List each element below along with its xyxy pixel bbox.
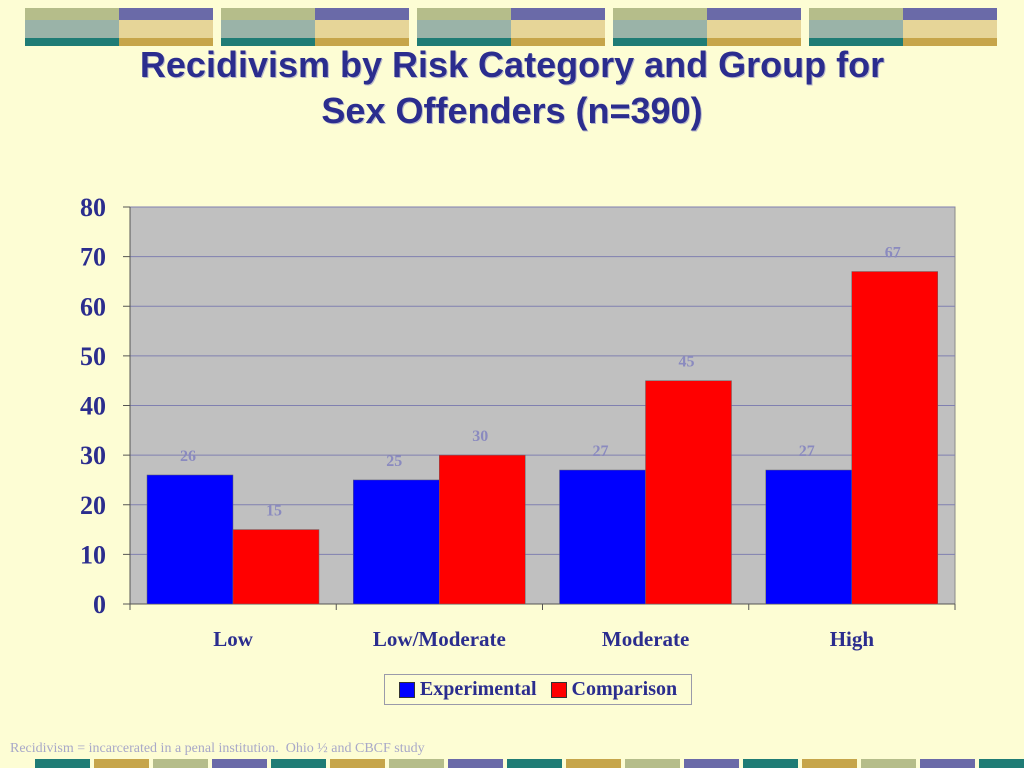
deco-bottom-block — [153, 759, 208, 768]
title-line-1: Recidivism by Risk Category and Group fo… — [139, 44, 885, 85]
deco-bottom-block — [448, 759, 503, 768]
data-label: 30 — [472, 428, 488, 445]
deco-bottom-block — [684, 759, 739, 768]
x-tick-label: Moderate — [602, 627, 689, 651]
y-tick-label: 30 — [80, 441, 106, 470]
chart-legend: Experimental Comparison — [384, 674, 692, 705]
deco-bottom-block — [566, 759, 621, 768]
x-tick-label: Low/Moderate — [373, 627, 506, 651]
legend-label-comparison: Comparison — [571, 678, 678, 700]
bottom-decorative-band — [35, 759, 1024, 768]
deco-bottom-block — [979, 759, 1024, 768]
bar-experimental-low — [146, 474, 234, 605]
deco-bottom-block — [330, 759, 385, 768]
deco-bottom-block — [507, 759, 562, 768]
legend-swatch-comparison — [550, 681, 567, 698]
data-label: 25 — [386, 453, 402, 470]
footnote: Recidivism = incarcerated in a penal ins… — [10, 741, 425, 756]
data-label: 67 — [885, 245, 901, 262]
bar-comparison-moderate — [645, 380, 732, 605]
y-tick-label: 20 — [80, 491, 106, 520]
deco-bottom-block — [861, 759, 916, 768]
data-label: 26 — [180, 448, 196, 465]
deco-block — [809, 8, 997, 46]
legend-item-experimental: Experimental — [398, 678, 537, 701]
bar-experimental-high — [765, 469, 852, 605]
data-label: 45 — [679, 354, 695, 371]
data-label: 27 — [593, 443, 609, 460]
y-tick-label: 0 — [93, 590, 106, 619]
y-tick-label: 40 — [80, 392, 106, 421]
y-tick-label: 80 — [80, 193, 106, 222]
y-tick-label: 60 — [80, 292, 106, 321]
deco-block — [417, 8, 605, 46]
title-line-2: Sex Offenders (n=390) — [321, 90, 703, 131]
legend-item-comparison: Comparison — [550, 678, 678, 701]
deco-bottom-block — [389, 759, 444, 768]
deco-bottom-block — [271, 759, 326, 768]
x-tick-label: High — [830, 627, 875, 651]
deco-bottom-block — [743, 759, 798, 768]
deco-bottom-block — [802, 759, 857, 768]
y-tick-label: 70 — [80, 243, 106, 272]
bar-comparison-high — [851, 271, 938, 605]
deco-bottom-block — [212, 759, 267, 768]
data-label: 15 — [266, 503, 282, 520]
deco-bottom-block — [920, 759, 975, 768]
bar-experimental-low-moderate — [353, 479, 440, 605]
deco-bottom-block — [625, 759, 680, 768]
top-decorative-band — [25, 8, 997, 46]
slide-title: Recidivism by Risk Category and Group fo… — [0, 42, 1024, 134]
legend-swatch-experimental — [398, 681, 415, 698]
data-label: 27 — [799, 443, 815, 460]
bar-experimental-moderate — [559, 469, 646, 605]
deco-block — [613, 8, 801, 46]
x-tick-label: Low — [213, 627, 254, 651]
legend-label-experimental: Experimental — [419, 678, 537, 700]
bar-comparison-low-moderate — [439, 454, 526, 605]
y-tick-label: 50 — [80, 342, 106, 371]
deco-bottom-block — [94, 759, 149, 768]
deco-bottom-block — [35, 759, 90, 768]
deco-block — [25, 8, 213, 46]
deco-block — [221, 8, 409, 46]
bar-comparison-low — [232, 529, 320, 605]
y-tick-label: 10 — [80, 540, 106, 569]
